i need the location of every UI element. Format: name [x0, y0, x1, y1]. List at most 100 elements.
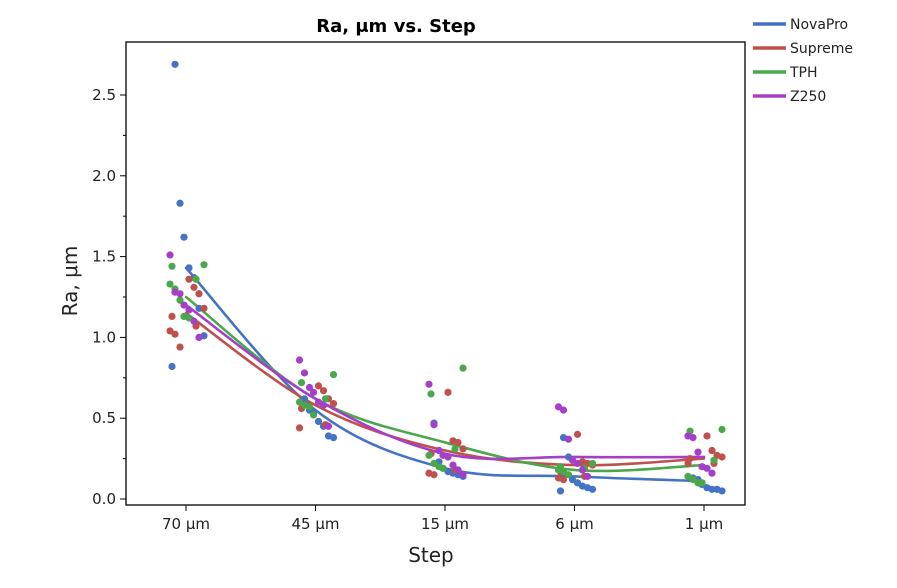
data-point-supreme	[195, 290, 203, 298]
x-tick-label: 1 μm	[685, 515, 723, 533]
y-tick-label: 0.5	[92, 409, 116, 427]
data-point-z250	[305, 383, 314, 392]
data-point-z250	[694, 448, 702, 456]
data-point-tph	[168, 262, 176, 270]
data-point-novapro	[180, 233, 188, 241]
data-point-supreme	[200, 304, 208, 312]
y-axis-title: Ra, μm	[58, 246, 82, 317]
data-point-novapro	[195, 304, 203, 312]
data-point-z250	[583, 472, 592, 480]
x-tick-label: 15 μm	[421, 515, 469, 533]
data-point-z250	[559, 406, 568, 414]
fit-line-supreme	[184, 311, 706, 467]
data-point-supreme	[314, 382, 323, 390]
data-point-novapro	[329, 433, 338, 442]
data-point-supreme	[559, 476, 568, 484]
data-point-tph	[588, 459, 597, 468]
data-point-tph	[329, 370, 338, 379]
legend-label: NovaPro	[790, 17, 848, 33]
legend-label: TPH	[789, 65, 818, 81]
x-axis: 70 μm 45 μm 15 μm 6 μm 1 μm	[162, 505, 723, 533]
data-point-tph	[192, 275, 200, 283]
data-point-tph	[710, 456, 718, 464]
data-point-z250	[309, 388, 318, 396]
data-point-supreme	[459, 445, 467, 453]
legend-label: Z250	[790, 89, 826, 105]
data-point-supreme	[703, 432, 711, 440]
data-point-z250	[435, 446, 443, 455]
data-point-supreme	[684, 459, 692, 468]
x-tick-label: 70 μm	[162, 515, 210, 533]
fit-line-z250	[184, 303, 706, 461]
data-point-z250	[176, 290, 184, 298]
data-point-z250	[708, 469, 716, 477]
data-point-z250	[454, 466, 462, 474]
y-tick-label: 2.0	[92, 167, 116, 185]
data-point-tph	[698, 479, 706, 487]
data-point-z250	[166, 251, 174, 259]
data-point-z250	[444, 453, 452, 461]
data-point-z250	[573, 459, 582, 468]
y-axis: 0.0 0.5 1.0 1.5 2.0 2.5	[92, 86, 126, 508]
data-point-z250	[295, 356, 304, 364]
data-point-tph	[451, 445, 459, 453]
data-point-z250	[430, 421, 438, 429]
data-point-novapro	[556, 487, 565, 495]
data-point-novapro	[168, 362, 176, 371]
data-point-novapro	[171, 60, 179, 68]
chart-title: Ra, μm vs. Step	[316, 16, 476, 37]
plot-frame	[125, 41, 746, 506]
data-point-z250	[195, 333, 203, 341]
data-point-tph	[166, 280, 174, 288]
data-point-tph	[297, 379, 306, 387]
data-point-novapro	[718, 487, 726, 495]
fit-line-tph	[184, 295, 706, 473]
data-point-z250	[300, 369, 309, 377]
data-point-supreme	[708, 446, 716, 455]
data-point-tph	[321, 395, 330, 403]
data-point-supreme	[718, 453, 726, 461]
data-point-z250	[459, 471, 467, 479]
data-point-z250	[190, 317, 198, 325]
data-point-supreme	[185, 275, 193, 283]
data-point-novapro	[588, 485, 597, 493]
data-point-z250	[564, 435, 573, 443]
data-point-supreme	[573, 430, 582, 438]
data-point-supreme	[168, 312, 176, 320]
data-point-z250	[703, 464, 711, 472]
data-point-z250	[425, 380, 433, 388]
data-point-supreme	[190, 283, 198, 291]
data-point-supreme	[171, 330, 179, 338]
data-point-tph	[176, 296, 184, 304]
data-point-novapro	[708, 485, 716, 493]
data-point-supreme	[319, 387, 328, 395]
fit-lines	[184, 266, 706, 483]
data-point-tph	[305, 403, 314, 411]
data-point-z250	[578, 466, 587, 474]
x-tick-label: 6 μm	[555, 515, 593, 533]
data-point-z250	[689, 433, 697, 442]
data-point-supreme	[295, 424, 304, 432]
x-tick-label: 45 μm	[291, 515, 339, 533]
y-tick-label: 1.5	[92, 248, 116, 266]
y-tick-label: 0.0	[92, 490, 116, 508]
data-point-tph	[718, 425, 726, 434]
data-point-tph	[425, 451, 433, 459]
data-point-tph	[459, 364, 467, 372]
data-point-z250	[185, 306, 193, 314]
data-point-tph	[564, 471, 573, 479]
data-point-supreme	[430, 471, 438, 479]
data-point-novapro	[314, 417, 323, 426]
data-point-supreme	[176, 343, 184, 351]
data-point-novapro	[176, 199, 184, 207]
data-points	[166, 60, 726, 495]
data-point-tph	[200, 261, 208, 269]
data-point-novapro	[185, 264, 193, 272]
data-point-tph	[427, 390, 435, 398]
y-tick-label: 2.5	[92, 86, 116, 104]
data-point-z250	[324, 422, 333, 430]
data-point-tph	[309, 411, 318, 419]
data-point-z250	[180, 301, 188, 309]
